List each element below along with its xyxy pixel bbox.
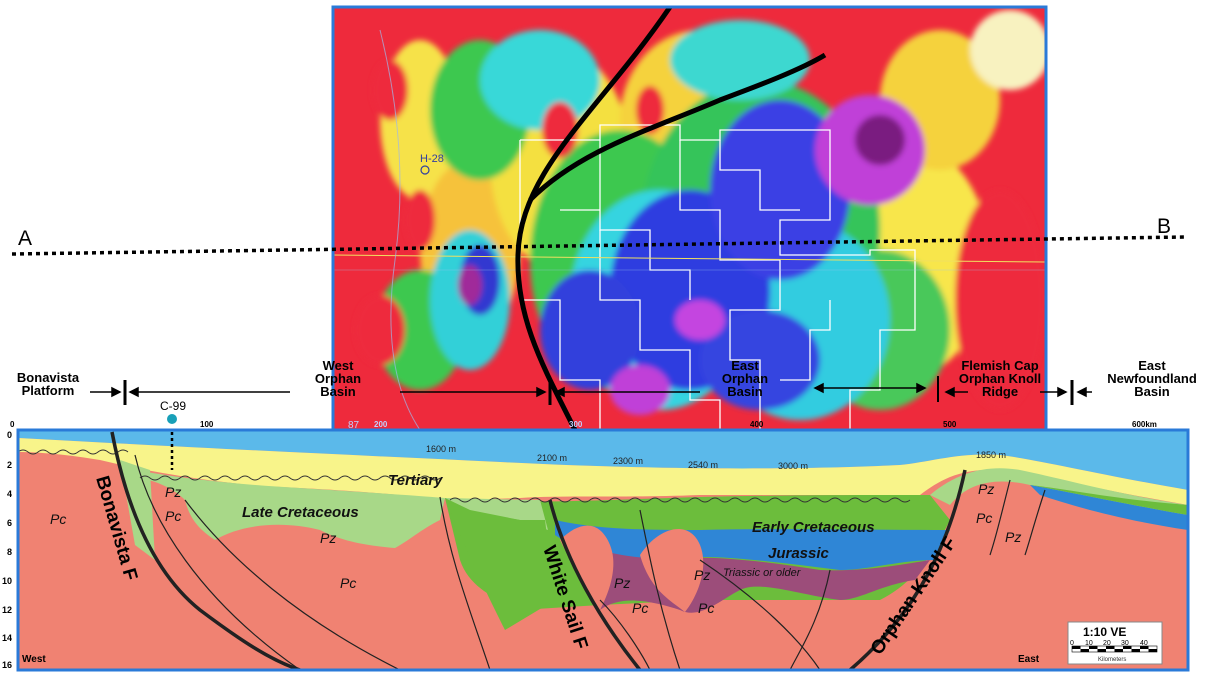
cross-section xyxy=(18,430,1188,670)
section-tertiary xyxy=(18,438,1188,505)
fault-white-sail xyxy=(548,499,642,670)
svg-text:Pz: Pz xyxy=(694,567,710,583)
basin-label-flemish: Flemish Cap Orphan Knoll Ridge xyxy=(959,358,1041,399)
km-300: 300 xyxy=(569,420,583,429)
svg-text:Pc: Pc xyxy=(50,511,66,527)
km-200: 200 xyxy=(374,420,388,429)
fault-orphan-knoll xyxy=(848,469,967,670)
km-600: 600km xyxy=(1132,420,1157,429)
svg-text:Pz: Pz xyxy=(165,484,181,500)
svg-text:10: 10 xyxy=(2,576,12,586)
svg-text:0: 0 xyxy=(7,430,12,440)
well-c99-marker xyxy=(167,414,177,424)
svg-text:Pc: Pc xyxy=(165,508,181,524)
water-depth-labels: 1600 m 2100 m 2300 m 2540 m 3000 m 1850 … xyxy=(426,444,1006,471)
section-frame xyxy=(16,428,1190,672)
km-0: 0 xyxy=(10,420,15,429)
gravity-map: H-28 87 xyxy=(333,7,1046,431)
svg-text:Pc: Pc xyxy=(698,600,714,616)
label-tertiary: Tertiary xyxy=(388,472,443,489)
svg-text:1600 m: 1600 m xyxy=(426,444,456,454)
label-late-cretaceous: Late Cretaceous xyxy=(242,504,359,521)
basin-label-bonavista: Bonavista Platform xyxy=(17,370,80,398)
svg-text:12: 12 xyxy=(2,605,12,615)
svg-text:Pz: Pz xyxy=(1005,529,1021,545)
section-late-cretaceous xyxy=(135,470,445,548)
map-anomaly-field xyxy=(355,10,1046,420)
svg-text:3000 m: 3000 m xyxy=(778,461,808,471)
section-line xyxy=(11,235,1186,256)
fault-bonavista xyxy=(110,431,301,670)
svg-text:16: 16 xyxy=(2,660,12,670)
basin-label-west-orphan: West Orphan Basin xyxy=(315,358,361,399)
basin-label-east-orphan: East Orphan Basin xyxy=(722,358,768,399)
svg-text:Pz: Pz xyxy=(978,481,994,497)
svg-text:Pz: Pz xyxy=(614,575,630,591)
scale-box: 1:10 VE 0 10 20 30 40 Kilometers xyxy=(1067,621,1163,665)
label-early-cretaceous: Early Cretaceous xyxy=(752,519,875,536)
map-fault-branch xyxy=(528,52,827,202)
direction-west: West xyxy=(22,654,46,665)
label-jurassic: Jurassic xyxy=(768,545,830,562)
svg-text:2: 2 xyxy=(7,460,12,470)
svg-text:6: 6 xyxy=(7,518,12,528)
svg-text:2100 m: 2100 m xyxy=(537,453,567,463)
minor-faults xyxy=(134,454,1046,670)
svg-text:Pc: Pc xyxy=(340,575,356,591)
vertical-exaggeration: 1:10 VE xyxy=(1083,625,1126,639)
svg-text:20: 20 xyxy=(1103,640,1111,647)
direction-east: East xyxy=(1018,654,1040,665)
unit-labels: Tertiary Late Cretaceous Early Cretaceou… xyxy=(50,472,1021,616)
scale-bar xyxy=(1071,645,1158,653)
km-500: 500 xyxy=(943,420,957,429)
svg-text:4: 4 xyxy=(7,489,12,499)
svg-text:Pc: Pc xyxy=(976,510,992,526)
km-100: 100 xyxy=(200,420,214,429)
section-label-b: B xyxy=(1157,215,1171,238)
svg-text:Pc: Pc xyxy=(632,600,648,616)
svg-text:2540 m: 2540 m xyxy=(688,460,718,470)
basin-label-east-newfoundland: East Newfoundland Basin xyxy=(1107,358,1197,399)
svg-text:10: 10 xyxy=(1085,640,1093,647)
scale-unit: Kilometers xyxy=(1098,657,1126,663)
svg-text:2300 m: 2300 m xyxy=(613,456,643,466)
section-triassic xyxy=(565,535,930,613)
section-label-a: A xyxy=(18,227,32,250)
label-triassic: Triassic or older xyxy=(723,567,802,579)
svg-text:40: 40 xyxy=(1140,640,1148,647)
svg-text:8: 8 xyxy=(7,547,12,557)
km-400: 400 xyxy=(750,420,764,429)
basin-labels: Bonavista Platform West Orphan Basin East Or… xyxy=(17,358,1197,399)
svg-text:Pz: Pz xyxy=(320,530,336,546)
svg-text:1850 m: 1850 m xyxy=(976,450,1006,460)
survey-grid xyxy=(519,124,916,430)
distance-scale: 0 100 200 300 400 500 600km xyxy=(10,420,1157,429)
basin-extent-arrows xyxy=(90,376,1092,405)
map-number-label: 87 xyxy=(348,420,360,431)
depth-scale: 0 2 4 6 8 10 12 14 16 xyxy=(2,430,12,670)
svg-text:14: 14 xyxy=(2,633,12,643)
major-faults xyxy=(110,431,967,670)
map-fault-white-sail xyxy=(515,7,673,430)
well-c99-label: C-99 xyxy=(160,399,186,413)
map-well-label: H-28 xyxy=(420,153,444,165)
svg-text:0: 0 xyxy=(1070,640,1074,647)
section-water xyxy=(18,430,1188,490)
svg-text:30: 30 xyxy=(1121,640,1129,647)
